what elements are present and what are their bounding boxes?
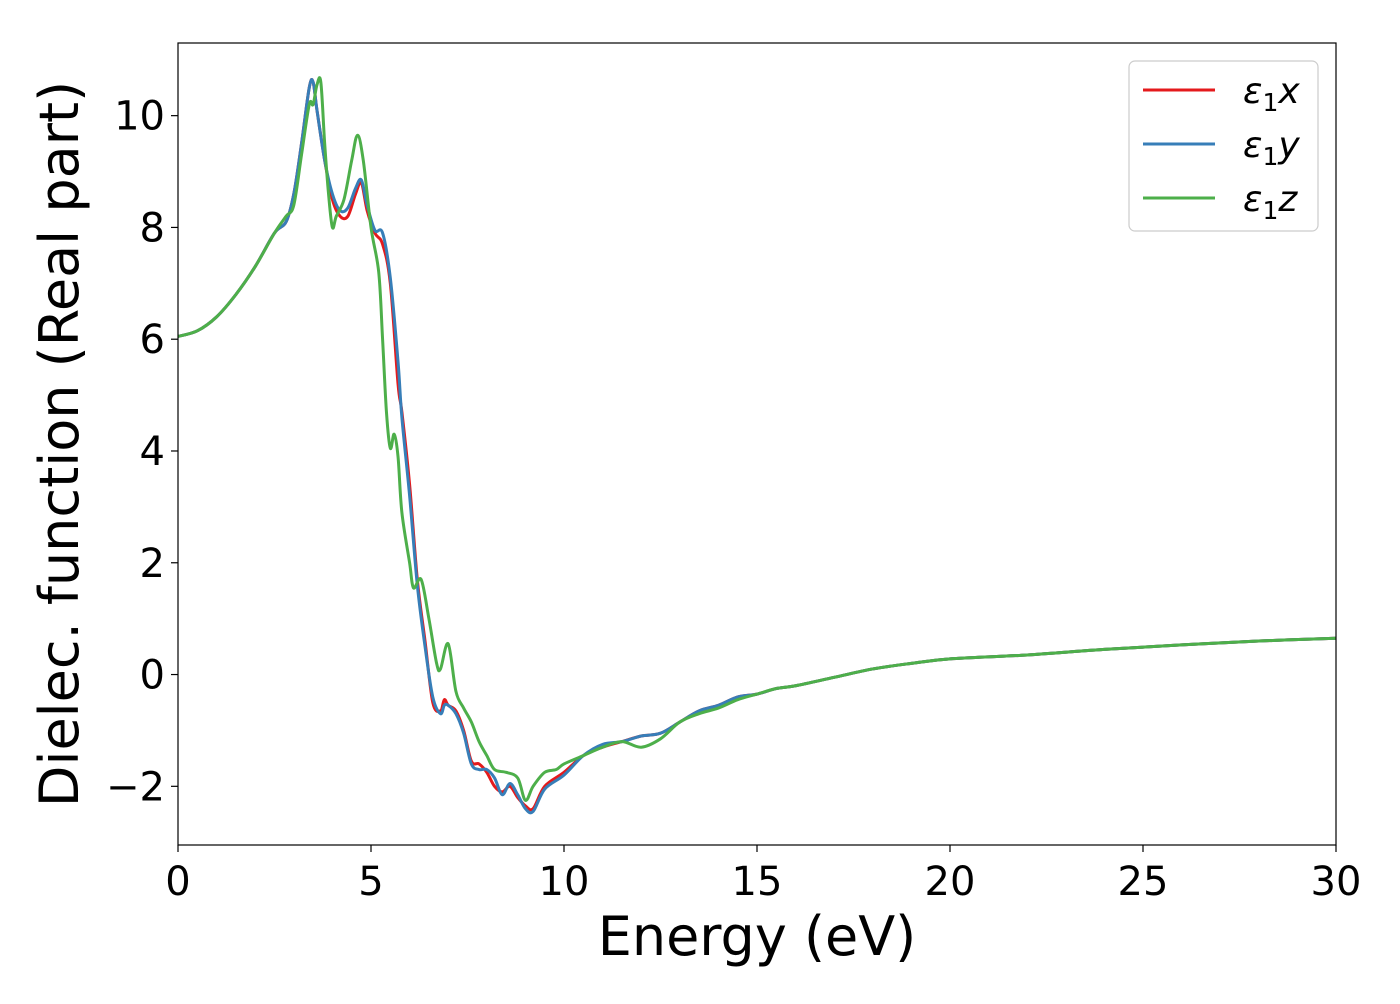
legend-item: ε1x [1143, 71, 1300, 117]
legend-label: ε1z [1243, 179, 1298, 225]
legend-box [1128, 60, 1319, 232]
legend-label: ε1y [1243, 125, 1300, 171]
x-tick-label: 0 [165, 859, 190, 905]
y-tick-label: 8 [140, 205, 165, 251]
series-layer [178, 76, 1336, 815]
legend-label: ε1x [1243, 71, 1300, 117]
legend-item: ε1z [1143, 179, 1298, 225]
series-line-z [178, 76, 1336, 802]
y-tick-label: 4 [140, 429, 165, 475]
y-tick-label: 2 [140, 541, 165, 587]
x-tick-label: 30 [1311, 859, 1362, 905]
x-tick-label: 5 [358, 859, 383, 905]
y-tick-label: 6 [140, 317, 165, 363]
x-tick-label: 10 [539, 859, 590, 905]
y-tick-label: 10 [114, 94, 165, 140]
x-axis-label: Energy (eV) [598, 905, 917, 968]
x-tick-label: 15 [732, 859, 783, 905]
x-tick-label: 25 [1118, 859, 1169, 905]
y-axis-label: Dielec. function (Real part) [28, 81, 91, 807]
legend: ε1x ε1y ε1z [1128, 60, 1319, 232]
x-tick-label: 20 [925, 859, 976, 905]
legend-item: ε1y [1143, 125, 1300, 171]
y-tick-label: −2 [106, 764, 165, 810]
y-axis-ticks: −2 0 2 4 6 8 10 [106, 94, 178, 810]
x-axis-ticks: 0 5 10 15 20 25 30 [165, 845, 1361, 905]
y-tick-label: 0 [140, 653, 165, 699]
